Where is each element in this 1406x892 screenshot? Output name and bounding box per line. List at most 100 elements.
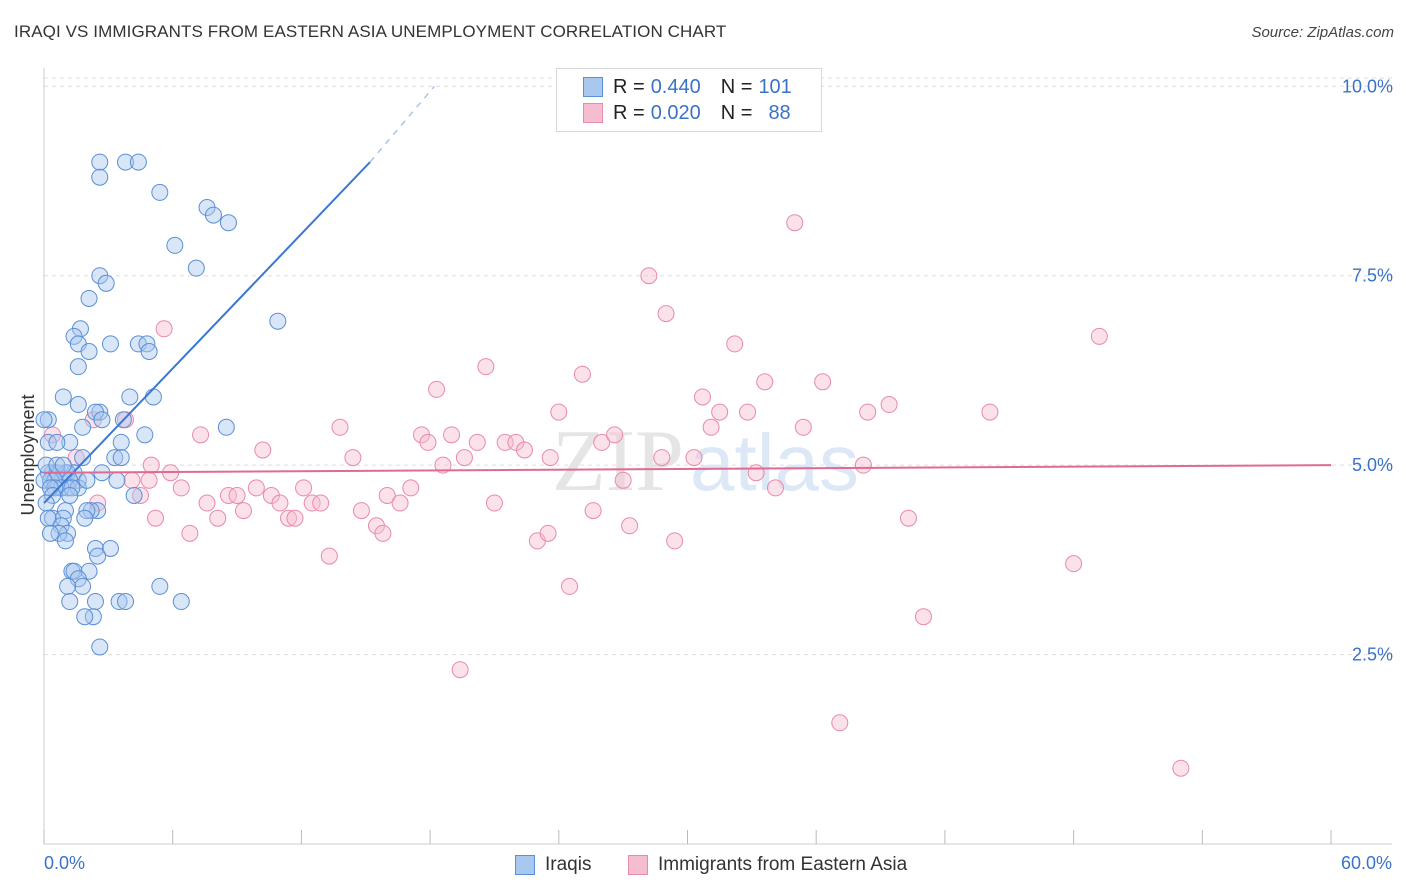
legend-label-eastern-asia: Immigrants from Eastern Asia [658,854,908,875]
iraqis-point [166,236,184,254]
iraqis-point [54,456,72,474]
series-eastern-asia-points [44,214,1190,777]
eastern-asia-point [320,547,338,565]
iraqis-point [74,418,92,436]
eastern-asia-point [747,464,765,482]
eastern-asia-point [198,494,216,512]
iraqis-swatch [583,77,603,97]
iraqis-point [97,274,115,292]
eastern-asia-point [172,479,190,497]
eastern-asia-point [352,502,370,520]
eastern-asia-point [854,456,872,474]
iraqis-point [93,411,111,429]
series-legend: Iraqis Immigrants from Eastern Asia [0,851,1406,879]
iraqis-point [76,509,94,527]
eastern-asia-point [402,479,420,497]
eastern-asia-point [593,433,611,451]
iraqis-point [54,388,72,406]
eastern-asia-point [247,479,265,497]
stats-row-iraqis: R = 0.440 N = 101 [583,75,792,99]
eastern-asia-point [132,486,150,504]
iraqis-point [106,449,124,467]
stats-row-eastern-asia: R = 0.020 N = 88 [583,101,791,125]
iraqis-point [140,343,158,360]
iraqis-point [69,396,87,414]
iraqis-point [78,471,96,489]
watermark: ZIP atlas [552,413,859,510]
iraqis-point [89,547,107,565]
n-value: 101 [758,75,792,98]
eastern-asia-point [573,365,591,383]
iraqis-point [37,494,55,512]
eastern-asia-point [477,358,495,376]
eastern-asia-point [67,449,85,467]
iraqis-point [117,153,135,171]
iraqis-point [101,540,119,557]
gridlines [44,77,1392,656]
iraqis-point [80,289,98,307]
iraqis-trend-extension [369,85,435,163]
iraqis-point [41,524,59,542]
eastern-asia-point [228,486,246,504]
eastern-asia-point [181,524,199,542]
iraqis-point [151,577,169,595]
iraqis-point [121,388,139,406]
iraqis-point [76,608,94,626]
eastern-asia-point [831,714,849,732]
eastern-asia-point [1065,555,1083,573]
eastern-asia-point [428,380,446,398]
r-label: R = [613,75,645,98]
source-label: Source: ZipAtlas.com [1251,24,1394,41]
n-label: N = [720,101,753,124]
iraqis-point [117,593,135,611]
tick-labels: 2.5% 5.0% 7.5% 10.0% 0.0% 60.0% [44,76,1393,873]
eastern-asia-point [584,502,602,520]
x-tick-label: 0.0% [44,853,85,873]
chart-title: IRAQI VS IMMIGRANTS FROM EASTERN ASIA UN… [14,22,727,41]
iraqis-point [48,433,66,451]
iraqis-point [59,577,77,595]
eastern-asia-point [1090,327,1108,345]
eastern-asia-point [140,471,158,489]
iraqis-point [61,433,79,451]
eastern-asia-point [766,479,784,497]
eastern-asia-point [786,214,804,232]
eastern-asia-point [434,456,452,474]
legend-item-iraqis[interactable]: Iraqis [515,851,591,879]
iraqis-trend-line [43,161,371,504]
legend-item-eastern-asia[interactable]: Immigrants from Eastern Asia [628,851,907,879]
eastern-asia-point [685,449,703,467]
eastern-asia-trend-line [43,464,1332,474]
watermark-zip: ZIP [552,413,684,510]
eastern-asia-point [344,449,362,467]
y-axis-label: Unemployment [18,394,38,515]
iraqis-point [86,593,104,611]
iraqis-point [61,593,79,611]
eastern-asia-point [123,471,141,489]
iraqis-point [129,153,147,171]
iraqis-point [112,433,130,451]
iraqis-point [35,411,53,429]
eastern-asia-point [550,403,568,421]
eastern-asia-point [666,532,684,550]
iraqis-legend-swatch [515,855,535,875]
x-tick-label: 60.0% [1341,853,1392,873]
eastern-asia-point [739,403,757,421]
eastern-asia-point [209,509,227,527]
iraqis-point [91,638,109,656]
eastern-asia-point [455,449,473,467]
iraqis-point [91,153,109,171]
eastern-asia-point [561,577,579,595]
eastern-asia-point [859,403,877,421]
eastern-asia-point [541,449,559,467]
eastern-asia-point [280,509,298,527]
eastern-asia-point [711,403,729,421]
iraqis-point [204,206,222,224]
r-value: 0.440 [650,75,701,98]
iraqis-point [69,358,87,376]
eastern-asia-point [1172,759,1190,777]
iraqis-point [74,577,92,595]
iraqis-point [74,449,92,467]
eastern-asia-point [702,418,720,436]
